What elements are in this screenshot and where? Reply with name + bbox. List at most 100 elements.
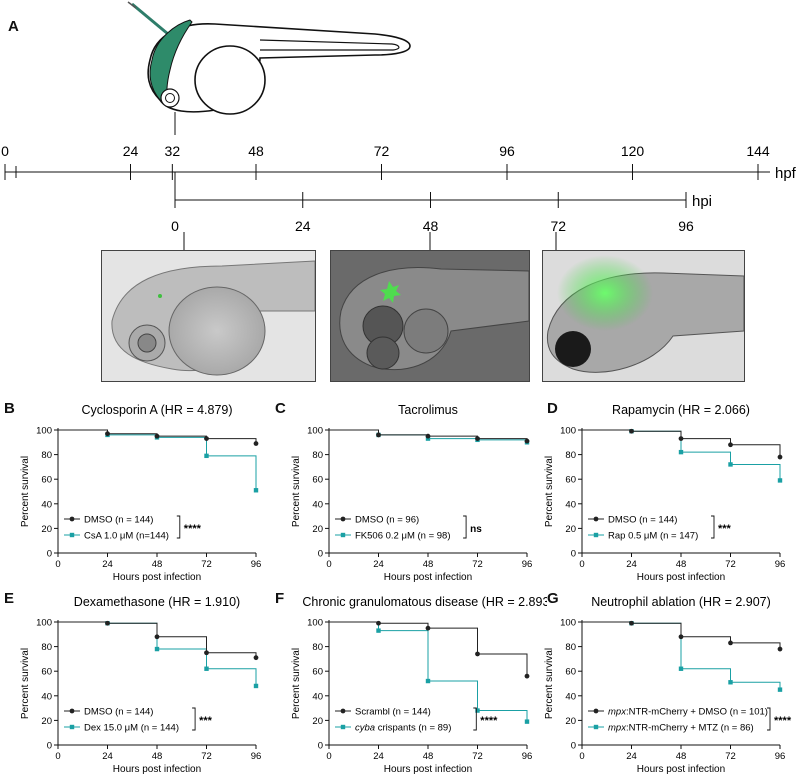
x-tick-label: 24 [102, 559, 113, 570]
significance-label: *** [718, 523, 732, 535]
hpi-tick-label: 24 [295, 218, 311, 234]
x-tick-label: 0 [579, 751, 584, 762]
series-point [253, 655, 259, 661]
x-axis-label: Hours post infection [637, 764, 725, 775]
y-tick-label: 100 [36, 618, 52, 629]
series-point [777, 478, 783, 483]
y-tick-label: 0 [571, 549, 576, 560]
legend-label: mpx:NTR-mCherry + MTZ (n = 86) [608, 723, 754, 734]
embryo-photo-0hpi [101, 250, 316, 382]
embryo-photo-72hpi [542, 250, 745, 382]
legend-marker [593, 724, 599, 730]
series-point [524, 438, 530, 444]
hpf-tick-label: 144 [746, 143, 770, 159]
series-point [777, 646, 783, 652]
chart-d: Rapamycin (HR = 2.066) 0 20 40 60 80 100 0 24 48 7… [544, 403, 785, 583]
legend-marker [69, 708, 75, 714]
x-tick-label: 24 [373, 559, 384, 570]
series-point [678, 634, 684, 640]
hpi-tick-label: 96 [678, 218, 694, 234]
panel-label-b: B [4, 400, 15, 417]
series-point [475, 708, 480, 713]
y-tick-label: 20 [41, 716, 52, 727]
hpf-tick-label: 72 [374, 143, 390, 159]
legend-label: Dex 15.0 μM (n = 144) [84, 723, 179, 734]
series-point [154, 433, 160, 439]
legend-marker [69, 516, 75, 522]
series-point [376, 432, 381, 438]
series-point [105, 620, 110, 626]
chart-title: Dexamethasone (HR = 1.910) [74, 595, 240, 609]
hpf-tick-label: 32 [165, 143, 181, 159]
panel-label-f: F [275, 590, 285, 607]
series-point [204, 650, 209, 656]
legend-label: DMSO (n = 144) [608, 515, 677, 526]
significance-label: **** [774, 715, 792, 727]
y-tick-label: 40 [565, 691, 576, 702]
timeline: 0 24 32 48 72 96 120 144 hpf hpi [1, 143, 797, 210]
series-point [425, 433, 431, 439]
hpf-tick-label: 120 [621, 143, 645, 159]
x-axis-label: Hours post infection [384, 764, 472, 775]
y-tick-label: 20 [312, 524, 323, 535]
series-point [629, 428, 634, 434]
y-axis-label: Percent survival [20, 648, 31, 719]
x-tick-label: 0 [326, 751, 331, 762]
y-tick-label: 60 [565, 475, 576, 486]
legend-marker [69, 532, 75, 538]
y-tick-label: 0 [571, 741, 576, 752]
y-tick-label: 60 [41, 475, 52, 486]
chart-title: Chronic granulomatous disease (HR = 2.89… [302, 595, 547, 609]
y-axis-label: Percent survival [544, 648, 555, 719]
y-tick-label: 80 [312, 450, 323, 461]
series-point [678, 666, 684, 671]
series-point [105, 431, 110, 437]
x-tick-label: 96 [522, 751, 533, 762]
legend-label: DMSO (n = 144) [84, 707, 153, 718]
x-tick-label: 24 [626, 751, 637, 762]
significance-label: *** [199, 715, 213, 727]
y-axis-label: Percent survival [291, 456, 302, 527]
y-axis-label: Percent survival [20, 456, 31, 527]
y-tick-label: 40 [41, 691, 52, 702]
series-point [376, 620, 381, 626]
significance-bracket [192, 707, 196, 731]
x-tick-label: 48 [152, 559, 163, 570]
panel-label-c: C [275, 400, 286, 417]
embryo-schematic [127, 1, 411, 135]
x-axis-label: Hours post infection [384, 572, 472, 583]
series-point [154, 646, 160, 652]
series-point [777, 454, 783, 460]
series-point [425, 436, 431, 441]
series-point [204, 436, 209, 442]
x-tick-label: 48 [423, 751, 434, 762]
legend-marker [593, 708, 599, 714]
legend-marker [593, 516, 599, 522]
y-tick-label: 40 [565, 499, 576, 510]
significance-bracket [176, 515, 181, 539]
x-tick-label: 48 [423, 559, 434, 570]
y-tick-label: 60 [312, 475, 323, 486]
chart-b: Cyclosporin A (HR = 4.879) 0 20 40 60 80 100 0 2… [20, 403, 261, 583]
legend-marker [69, 724, 75, 730]
x-tick-label: 72 [472, 559, 483, 570]
series-point [678, 449, 684, 455]
y-tick-label: 100 [560, 426, 576, 437]
series-point [728, 640, 733, 646]
chart-title: Rapamycin (HR = 2.066) [612, 403, 750, 417]
y-tick-label: 60 [312, 667, 323, 678]
y-tick-label: 60 [565, 667, 576, 678]
hpi-tick-label: 72 [550, 218, 566, 234]
hpf-unit-label: hpf [775, 165, 797, 182]
series-point [154, 634, 160, 640]
series-point [204, 453, 209, 459]
series-point [253, 441, 259, 446]
x-tick-label: 72 [725, 559, 736, 570]
y-tick-label: 0 [318, 741, 323, 752]
significance-bracket [711, 515, 715, 539]
series-point [425, 678, 431, 684]
yolk-shape [194, 45, 266, 115]
legend-marker [340, 708, 346, 714]
y-tick-label: 80 [565, 642, 576, 653]
x-tick-label: 72 [201, 751, 212, 762]
